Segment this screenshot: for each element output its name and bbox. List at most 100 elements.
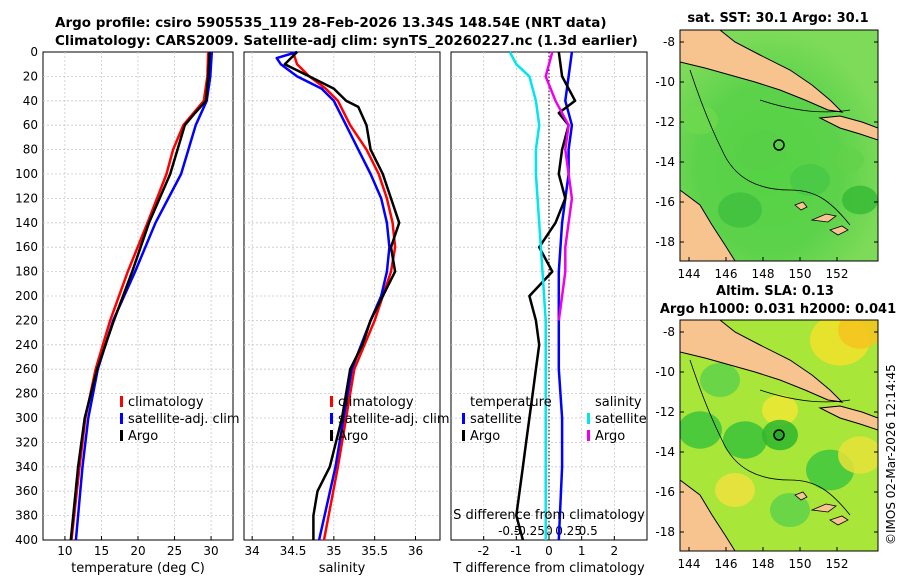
lon-tick-label: 152 bbox=[826, 557, 849, 571]
lat-tick-label: -16 bbox=[655, 195, 675, 209]
depth-tick-label: 40 bbox=[23, 94, 38, 108]
depth-tick-label: 120 bbox=[15, 191, 38, 205]
depth-tick-label: 220 bbox=[15, 313, 38, 327]
legend-climatology: climatology bbox=[338, 395, 414, 410]
sst-blob bbox=[842, 185, 878, 215]
legend-swatch-climatology bbox=[120, 396, 123, 407]
temperature-series bbox=[69, 51, 214, 541]
legend-swatch-argo bbox=[120, 430, 123, 441]
sla-blob bbox=[838, 436, 878, 474]
t-difference-axis-label: T difference from climatology bbox=[452, 561, 645, 576]
legend-satellite: satellite-adj. clim bbox=[338, 412, 450, 427]
x-tick-label: 34 bbox=[245, 544, 260, 558]
sst-blob bbox=[682, 105, 718, 135]
lat-tick-label: -14 bbox=[655, 155, 675, 169]
sla-map-frame bbox=[679, 319, 879, 552]
legend-salinity-heading: salinity bbox=[595, 395, 642, 410]
sst-blob bbox=[718, 192, 762, 228]
sla-map-title-2: Argo h1000: 0.031 h2000: 0.041 bbox=[660, 302, 896, 317]
salinity-axis-label: salinity bbox=[319, 561, 366, 576]
depth-tick-label: 160 bbox=[15, 240, 38, 254]
legend-swatch-t-argo bbox=[462, 430, 465, 441]
depth-tick-label: 320 bbox=[15, 435, 38, 449]
legend-swatch-s-argo bbox=[587, 430, 590, 441]
s-tick-label: 0.25 bbox=[555, 524, 582, 538]
depth-tick-label: 300 bbox=[15, 411, 38, 425]
sla-depth-contours bbox=[689, 359, 851, 516]
x-tick-label: 10 bbox=[57, 544, 72, 558]
lon-tick-label: 144 bbox=[678, 267, 701, 281]
series-argo bbox=[283, 51, 401, 540]
legend-s-satellite: satellite bbox=[595, 412, 647, 427]
png-land bbox=[680, 320, 844, 403]
lat-tick-label: -10 bbox=[655, 75, 675, 89]
title-line-2: Climatology: CARS2009. Satellite-adj cli… bbox=[55, 33, 638, 49]
x-tick-label: 1 bbox=[578, 544, 586, 558]
lat-tick-label: -10 bbox=[655, 365, 675, 379]
s-tick-label: 0 bbox=[545, 524, 553, 538]
difference-legend-salinity: salinity satellite Argo bbox=[587, 395, 647, 444]
sst-blob bbox=[790, 164, 830, 196]
salinity-axis-ticks: 34 34.5 35 35.5 36 bbox=[245, 536, 423, 558]
series-climatology bbox=[291, 51, 397, 541]
t-difference-axis-ticks: -2 -1 0 1 2 bbox=[478, 536, 618, 558]
sst-map-title: sat. SST: 30.1 Argo: 30.1 bbox=[687, 11, 868, 26]
sla-blob bbox=[762, 394, 798, 426]
reef-islands bbox=[794, 491, 849, 526]
sst-blob bbox=[836, 148, 864, 172]
s-tick-label: -0.5 bbox=[498, 524, 521, 538]
title-line-1: Argo profile: csiro 5905535_119 28-Feb-2… bbox=[55, 15, 606, 31]
x-tick-label: 20 bbox=[130, 544, 145, 558]
series-s-satellite bbox=[508, 51, 547, 540]
difference-panel: -2 -1 0 1 2 -0.5-0.25 0 0.250.5 S difference f… bbox=[450, 51, 648, 576]
lon-tick-label: 150 bbox=[789, 267, 812, 281]
sst-map-frame bbox=[679, 29, 879, 262]
sla-blob bbox=[700, 363, 740, 397]
sst-map-ticks: -8 -10 -12 -14 -16 -18 144 146 148 150 152 bbox=[655, 35, 878, 281]
lat-tick-label: -18 bbox=[655, 525, 675, 539]
depth-tick-label: 60 bbox=[23, 118, 38, 132]
copyright-stamp: ©IMOS 02-Mar-2026 12:14:45 bbox=[884, 364, 898, 545]
x-tick-label: 34.5 bbox=[280, 544, 307, 558]
lat-tick-label: -16 bbox=[655, 485, 675, 499]
legend-temperature-heading: temperature bbox=[470, 395, 552, 410]
depth-tick-label: 180 bbox=[15, 265, 38, 279]
australia-land bbox=[680, 479, 736, 551]
legend-argo: Argo bbox=[338, 429, 368, 444]
temperature-axis-ticks: 10 15 20 25 30 bbox=[57, 536, 219, 558]
legend-swatch-t-satellite bbox=[462, 413, 465, 424]
series-s-argo bbox=[544, 51, 574, 321]
depth-axis-ticks: 0 20 40 60 80 100 120 140 160 180 200 220 240 260 280 3… bbox=[15, 45, 38, 547]
island-land bbox=[818, 405, 878, 431]
temperature-legend: climatology satellite-adj. clim Argo bbox=[120, 395, 240, 444]
lon-tick-label: 150 bbox=[789, 557, 812, 571]
temperature-axis-label: temperature (deg C) bbox=[71, 561, 205, 576]
lon-tick-label: 152 bbox=[826, 267, 849, 281]
sla-blob bbox=[680, 411, 722, 449]
sla-blob bbox=[838, 320, 878, 349]
s-tick-label: 0.5 bbox=[579, 524, 598, 538]
lat-tick-label: -8 bbox=[663, 325, 675, 339]
series-t-argo bbox=[515, 51, 577, 541]
sla-blob bbox=[715, 473, 755, 507]
salinity-legend: climatology satellite-adj. clim Argo bbox=[330, 395, 450, 444]
argo-position-marker bbox=[773, 429, 785, 441]
depth-tick-label: 380 bbox=[15, 509, 38, 523]
depth-tick-label: 240 bbox=[15, 338, 38, 352]
x-tick-label: -1 bbox=[510, 544, 522, 558]
island-land bbox=[818, 115, 878, 141]
lon-tick-label: 148 bbox=[752, 267, 775, 281]
lon-tick-label: 146 bbox=[715, 557, 738, 571]
x-tick-label: 15 bbox=[94, 544, 109, 558]
x-tick-label: 35.5 bbox=[361, 544, 388, 558]
legend-swatch-satellite bbox=[330, 413, 333, 424]
difference-series bbox=[508, 51, 577, 541]
depth-tick-label: 400 bbox=[15, 533, 38, 547]
legend-s-argo: Argo bbox=[595, 429, 625, 444]
sla-map-ticks: -8 -10 -12 -14 -16 -18 144 146 148 150 152 bbox=[655, 325, 878, 571]
legend-swatch-s-satellite bbox=[587, 413, 590, 424]
x-tick-label: 0 bbox=[545, 544, 553, 558]
depth-tick-label: 0 bbox=[30, 45, 38, 59]
salinity-panel: 34 34.5 35 35.5 36 salinity climatology sate… bbox=[243, 50, 450, 576]
